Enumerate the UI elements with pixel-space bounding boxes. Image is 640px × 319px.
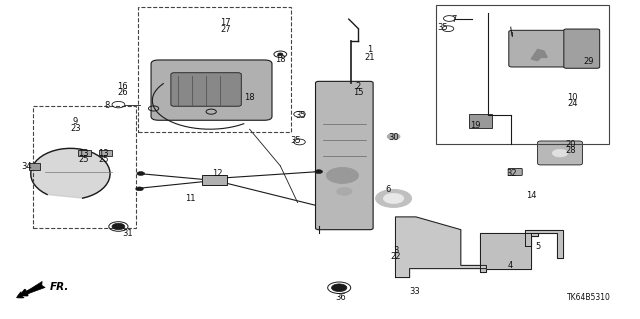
Circle shape — [112, 223, 125, 230]
Circle shape — [387, 133, 400, 140]
Bar — [138, 7, 291, 132]
Polygon shape — [396, 217, 486, 278]
Text: 33: 33 — [410, 287, 420, 296]
Text: 31: 31 — [123, 229, 133, 238]
Text: 25: 25 — [99, 155, 109, 164]
Text: 13: 13 — [78, 149, 88, 158]
Circle shape — [315, 170, 323, 174]
Text: 9: 9 — [73, 117, 78, 126]
Text: 1: 1 — [367, 45, 372, 54]
Text: 28: 28 — [566, 146, 576, 155]
Text: 15: 15 — [353, 88, 364, 97]
Text: 2: 2 — [356, 82, 361, 91]
Text: 35: 35 — [296, 111, 306, 120]
Circle shape — [136, 187, 143, 191]
Text: 20: 20 — [566, 140, 576, 149]
Text: 18: 18 — [244, 93, 255, 102]
Circle shape — [137, 172, 145, 175]
Text: 12: 12 — [212, 169, 223, 178]
Text: 7: 7 — [452, 15, 457, 24]
Text: 23: 23 — [70, 124, 81, 133]
Text: 36: 36 — [335, 293, 346, 302]
Bar — [202, 175, 227, 185]
Text: 29: 29 — [584, 57, 594, 66]
Text: 10: 10 — [568, 93, 578, 102]
Bar — [436, 5, 609, 144]
Bar — [33, 106, 136, 228]
FancyBboxPatch shape — [538, 141, 582, 165]
Polygon shape — [525, 230, 563, 258]
FancyBboxPatch shape — [564, 29, 600, 68]
Bar — [78, 150, 91, 156]
Polygon shape — [31, 148, 110, 198]
Circle shape — [326, 167, 358, 183]
Text: 3: 3 — [393, 246, 398, 255]
Circle shape — [278, 53, 283, 56]
Bar — [29, 163, 40, 170]
Text: 18: 18 — [275, 55, 285, 63]
FancyBboxPatch shape — [151, 60, 272, 120]
Text: 14: 14 — [526, 191, 536, 200]
Text: 13: 13 — [99, 149, 109, 158]
Text: 24: 24 — [568, 99, 578, 108]
Text: 8: 8 — [105, 101, 110, 110]
Text: 35: 35 — [291, 137, 301, 145]
Text: 32: 32 — [507, 169, 517, 178]
Text: 17: 17 — [220, 19, 230, 27]
Circle shape — [552, 149, 568, 157]
FancyBboxPatch shape — [171, 73, 241, 106]
FancyBboxPatch shape — [316, 81, 373, 230]
Text: 34: 34 — [22, 162, 32, 171]
Text: 4: 4 — [508, 261, 513, 270]
Text: 19: 19 — [470, 121, 480, 130]
Text: 30: 30 — [388, 133, 399, 142]
Polygon shape — [531, 49, 547, 61]
Text: 6: 6 — [385, 185, 390, 194]
Bar — [99, 150, 112, 156]
Text: 26: 26 — [118, 88, 128, 97]
Text: 27: 27 — [220, 25, 230, 34]
Text: FR.: FR. — [50, 282, 69, 292]
Circle shape — [376, 189, 412, 207]
FancyBboxPatch shape — [469, 114, 492, 128]
Circle shape — [332, 284, 347, 292]
Text: 5: 5 — [535, 242, 540, 251]
Polygon shape — [480, 233, 538, 272]
Text: 11: 11 — [186, 194, 196, 203]
Text: 22: 22 — [390, 252, 401, 261]
Text: 21: 21 — [365, 53, 375, 62]
Text: 35: 35 — [438, 23, 448, 32]
Circle shape — [337, 188, 352, 195]
Text: 16: 16 — [118, 82, 128, 91]
Text: 25: 25 — [78, 155, 88, 164]
FancyBboxPatch shape — [508, 168, 522, 175]
Text: TK64B5310: TK64B5310 — [567, 293, 611, 302]
Circle shape — [383, 193, 404, 204]
FancyBboxPatch shape — [509, 30, 566, 67]
